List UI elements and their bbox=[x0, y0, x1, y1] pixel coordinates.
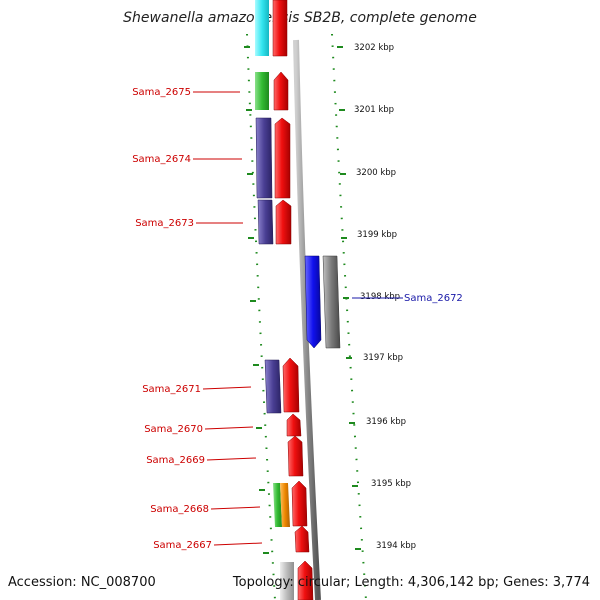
cog-feature-sama-2674[interactable] bbox=[255, 117, 273, 199]
cog-feature-sama-2672[interactable] bbox=[322, 255, 341, 349]
cog-feature-sama-2671[interactable] bbox=[264, 359, 282, 414]
cog-feature-cyan[interactable] bbox=[255, 0, 269, 56]
cog-feature-lightgray[interactable] bbox=[280, 562, 294, 600]
gene-label-sama-2667[interactable]: Sama_2667 bbox=[153, 540, 212, 551]
gene-label-sama-2669[interactable]: Sama_2669 bbox=[146, 455, 205, 466]
accession-text: Accession: NC_008700 bbox=[8, 575, 156, 590]
reverse-cds-track bbox=[304, 255, 341, 349]
genome-summary-text: Topology: circular; Length: 4,306,142 bp… bbox=[232, 575, 590, 590]
cds-segment-sama-2667[interactable] bbox=[294, 525, 310, 553]
cds-segment-sama-2669[interactable] bbox=[287, 435, 304, 477]
cog-feature-sama-2668-green[interactable] bbox=[273, 483, 282, 527]
tick-label-3201: 3201 kbp bbox=[354, 105, 394, 115]
cds-segment-sama-2668[interactable] bbox=[291, 480, 308, 527]
tick-label-3199: 3199 kbp bbox=[357, 230, 397, 240]
tick-label-3196: 3196 kbp bbox=[366, 417, 406, 427]
gene-label-sama-2675[interactable]: Sama_2675 bbox=[132, 87, 191, 98]
cds-segment-bottom[interactable] bbox=[297, 560, 314, 600]
genome-backbone bbox=[293, 39, 321, 600]
cds-segment-sama-2674[interactable] bbox=[274, 117, 291, 199]
tick-label-3195: 3195 kbp bbox=[371, 479, 411, 489]
tick-label-3198: 3198 kbp bbox=[360, 292, 400, 302]
cog-feature-sama-2668-orange[interactable] bbox=[280, 483, 290, 527]
tick-label-3200: 3200 kbp bbox=[356, 168, 396, 178]
cds-segment-sama-2671[interactable] bbox=[282, 357, 300, 413]
tick-label-3202: 3202 kbp bbox=[354, 43, 394, 53]
cds-segment-sama-2673[interactable] bbox=[275, 199, 292, 245]
gene-label-sama-2672[interactable]: Sama_2672 bbox=[404, 293, 463, 304]
gene-label-sama-2673[interactable]: Sama_2673 bbox=[135, 218, 194, 229]
gene-label-sama-2668[interactable]: Sama_2668 bbox=[150, 504, 209, 515]
gene-label-sama-2670[interactable]: Sama_2670 bbox=[144, 424, 203, 435]
outer-ruler-ring bbox=[331, 33, 367, 600]
cds-segment-sama-2675[interactable] bbox=[273, 71, 289, 111]
cog-feature-sama-2675[interactable] bbox=[255, 72, 269, 110]
cds-segment-sama-2672[interactable] bbox=[304, 255, 322, 349]
major-tick-marks bbox=[244, 46, 361, 554]
cds-segment-top[interactable] bbox=[272, 0, 288, 57]
cog-feature-sama-2673[interactable] bbox=[257, 199, 274, 245]
cog-feature-track bbox=[255, 0, 294, 600]
gene-label-sama-2674[interactable]: Sama_2674 bbox=[132, 154, 191, 165]
forward-cds-track bbox=[272, 0, 314, 600]
tick-label-3194: 3194 kbp bbox=[376, 541, 416, 551]
map-title: Shewanella amazonensis SB2B, complete ge… bbox=[123, 10, 477, 26]
cds-segment-sama-2670[interactable] bbox=[286, 413, 302, 437]
tick-label-3197: 3197 kbp bbox=[363, 353, 403, 363]
label-leaders bbox=[193, 91, 403, 546]
gene-label-sama-2671[interactable]: Sama_2671 bbox=[142, 384, 201, 395]
